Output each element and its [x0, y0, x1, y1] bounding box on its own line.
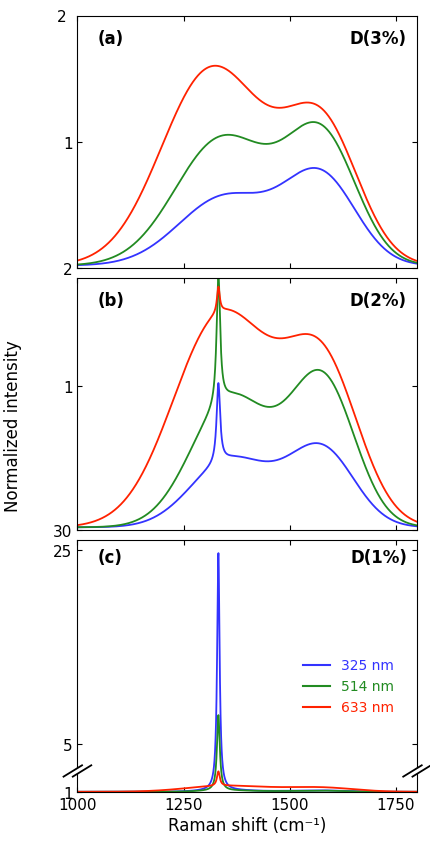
Text: (c): (c) [98, 548, 123, 567]
Text: (b): (b) [98, 291, 125, 309]
Text: D(1%): D(1%) [350, 548, 407, 567]
Text: (a): (a) [98, 30, 124, 48]
X-axis label: Raman shift (cm⁻¹): Raman shift (cm⁻¹) [168, 816, 326, 834]
Text: 2: 2 [57, 9, 66, 25]
Text: D(2%): D(2%) [350, 291, 407, 309]
Legend: 325 nm, 514 nm, 633 nm: 325 nm, 514 nm, 633 nm [297, 653, 400, 720]
Text: Normalized intensity: Normalized intensity [4, 340, 22, 512]
Text: D(3%): D(3%) [350, 30, 407, 48]
